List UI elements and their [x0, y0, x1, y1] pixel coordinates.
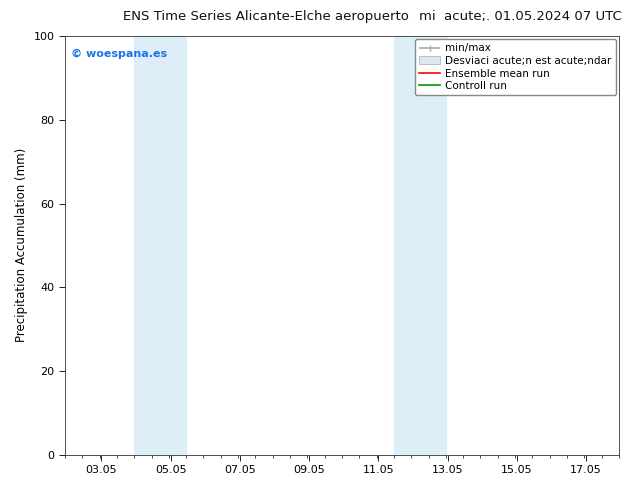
Text: ENS Time Series Alicante-Elche aeropuerto: ENS Time Series Alicante-Elche aeropuert…	[124, 10, 409, 23]
Bar	[394, 36, 446, 455]
Y-axis label: Precipitation Accumulation (mm): Precipitation Accumulation (mm)	[15, 148, 28, 343]
Bar	[134, 36, 186, 455]
Legend: min/max, Desviaci acute;n est acute;ndar, Ensemble mean run, Controll run: min/max, Desviaci acute;n est acute;ndar…	[415, 39, 616, 96]
Text: mi  acute;. 01.05.2024 07 UTC: mi acute;. 01.05.2024 07 UTC	[418, 10, 621, 23]
Text: © woespana.es: © woespana.es	[70, 49, 167, 59]
